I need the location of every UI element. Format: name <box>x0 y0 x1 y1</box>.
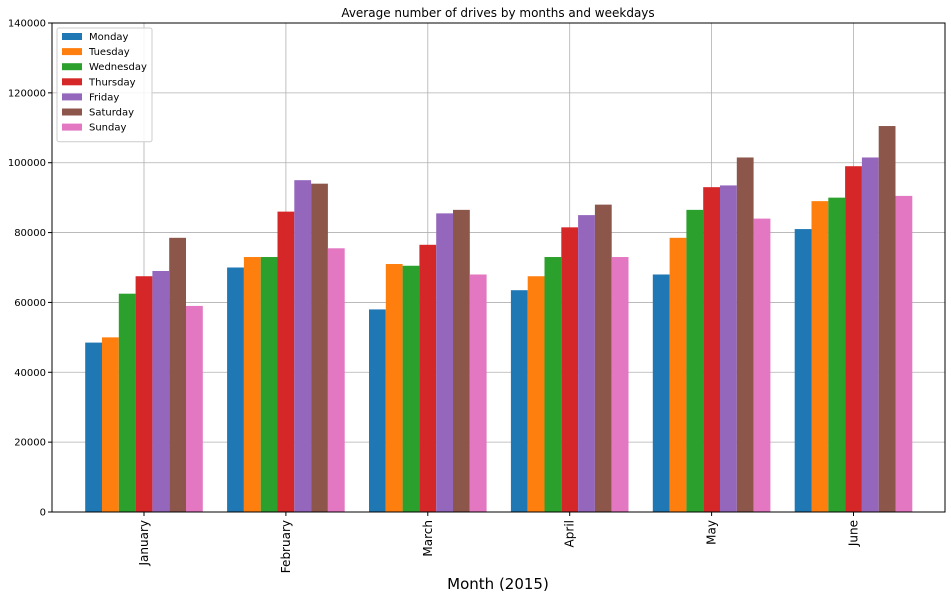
bar <box>85 342 102 512</box>
y-tick-label: 40000 <box>14 368 46 379</box>
bar <box>327 248 345 512</box>
bar <box>277 211 295 512</box>
y-tick-label: 100000 <box>8 158 46 169</box>
y-tick-label: 0 <box>40 508 46 519</box>
y-axis: 0 20000 40000 60000 80000 100000 120000 140000 <box>8 19 52 519</box>
bar <box>720 185 737 513</box>
x-axis: January February March April May June <box>137 512 861 573</box>
legend-swatch <box>62 93 82 101</box>
bar <box>469 274 487 512</box>
bar <box>152 270 170 512</box>
bar <box>811 201 829 512</box>
x-tick-label: January <box>137 520 151 567</box>
y-tick-label: 20000 <box>14 438 46 449</box>
plot-frame <box>51 22 946 513</box>
bar <box>594 204 612 512</box>
bar <box>828 197 846 512</box>
y-tick-label: 140000 <box>8 19 46 30</box>
x-tick-label: April <box>563 520 577 547</box>
legend-swatch <box>62 48 82 56</box>
bar <box>561 227 579 512</box>
bar <box>544 257 562 512</box>
bar <box>878 126 896 513</box>
bar <box>118 293 136 512</box>
y-tick-label: 120000 <box>8 88 46 99</box>
bars <box>85 126 913 513</box>
bar <box>169 237 186 512</box>
legend-label: Tuesday <box>88 47 130 58</box>
bar <box>794 229 812 513</box>
x-tick-label: March <box>421 520 435 557</box>
bar <box>102 337 119 512</box>
bar <box>753 218 771 512</box>
bar <box>311 183 328 512</box>
bar <box>703 187 720 512</box>
legend-swatch <box>62 123 82 131</box>
x-tick-label: June <box>847 520 861 547</box>
x-tick-label: May <box>705 520 719 545</box>
legend-swatch <box>62 63 82 71</box>
legend-label: Monday <box>89 32 129 43</box>
bar <box>243 257 261 512</box>
bar <box>578 215 595 512</box>
bar <box>527 276 545 512</box>
y-tick-label: 60000 <box>14 298 46 309</box>
bar <box>845 166 862 512</box>
bar <box>895 195 913 512</box>
legend-swatch <box>62 78 82 86</box>
bar <box>861 157 879 512</box>
legend-label: Wednesday <box>89 62 147 73</box>
bar <box>385 264 403 512</box>
bar <box>611 257 629 512</box>
legend-label: Sunday <box>89 123 126 134</box>
legend-swatch <box>62 33 82 40</box>
x-tick-label: February <box>279 520 293 573</box>
bar <box>736 157 754 512</box>
bar <box>402 265 420 512</box>
bar <box>419 244 437 512</box>
bar <box>135 276 153 512</box>
y-tick-label: 80000 <box>14 228 46 239</box>
bar <box>227 267 244 512</box>
legend: Monday Tuesday Wednesday Thursday Friday Satu… <box>56 27 153 143</box>
bar <box>186 305 203 512</box>
legend-label: Friday <box>89 92 119 103</box>
bar <box>369 309 386 512</box>
legend-label: Saturday <box>89 108 134 119</box>
bar <box>686 209 704 512</box>
chart-title: Average number of drives by months and w… <box>341 6 654 20</box>
bar <box>652 274 670 512</box>
legend-swatch <box>62 108 82 116</box>
bar <box>510 290 528 512</box>
bar <box>294 180 312 512</box>
x-axis-label: Month (2015) <box>447 575 549 593</box>
bar <box>453 209 470 512</box>
bar <box>669 237 687 512</box>
legend-label: Thursday <box>88 77 136 88</box>
bar <box>260 257 278 512</box>
bar <box>436 213 453 512</box>
